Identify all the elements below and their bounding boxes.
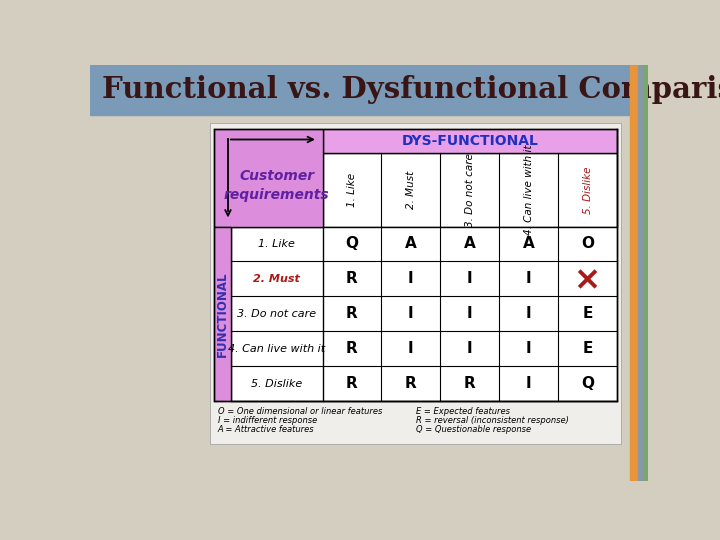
Text: 3. Do not care: 3. Do not care [237,309,316,319]
Text: R: R [346,376,358,392]
Text: A: A [464,237,476,252]
Text: A = Attractive features: A = Attractive features [218,426,315,434]
Text: 5. Dislike: 5. Dislike [582,166,593,214]
Text: O = One dimensional or linear features: O = One dimensional or linear features [218,407,382,416]
Text: 4. Can live with it: 4. Can live with it [228,344,325,354]
Text: I: I [408,341,414,356]
Text: 2. Must: 2. Must [253,274,300,284]
Text: 1. Like: 1. Like [347,173,357,207]
Text: O: O [581,237,594,252]
Text: I: I [467,272,472,286]
Text: DYS-FUNCTIONAL: DYS-FUNCTIONAL [401,134,538,148]
Text: I: I [526,376,531,392]
Bar [323,129,617,153]
Bar [231,226,617,401]
Text: I: I [467,341,472,356]
Text: I: I [526,272,531,286]
Text: R: R [346,306,358,321]
Bar [214,129,323,226]
Bar [644,65,648,481]
Text: E: E [582,306,593,321]
Text: 4. Can live with it: 4. Can live with it [523,145,534,235]
Text: 3. Do not care: 3. Do not care [464,153,474,227]
Text: Q: Q [581,376,594,392]
Text: 5. Dislike: 5. Dislike [251,379,302,389]
Text: A: A [523,237,534,252]
Text: I = indifferent response: I = indifferent response [218,416,317,425]
Text: A: A [405,237,417,252]
Text: Functional vs. Dysfunctional Comparison: Functional vs. Dysfunctional Comparison [102,75,720,104]
Text: R: R [346,272,358,286]
Text: 1. Like: 1. Like [258,239,295,249]
Text: R: R [464,376,476,392]
Text: Q: Q [346,237,359,252]
Bar [214,226,231,401]
Text: Customer
requirements: Customer requirements [224,169,330,201]
Text: R = reversal (inconsistent response): R = reversal (inconsistent response) [415,416,568,425]
Text: 2. Must: 2. Must [406,171,416,209]
Bar [90,65,630,115]
Text: I: I [408,306,414,321]
Text: Q = Questionable response: Q = Questionable response [415,426,531,434]
Text: E = Expected features: E = Expected features [415,407,510,416]
Bar [638,65,644,481]
Text: I: I [467,306,472,321]
Text: I: I [526,306,531,321]
Text: R: R [346,341,358,356]
Bar [210,123,621,444]
Text: FUNCTIONAL: FUNCTIONAL [216,271,229,356]
Text: I: I [526,341,531,356]
Bar [630,65,638,481]
Text: E: E [582,341,593,356]
Text: R: R [405,376,417,392]
Bar [323,153,617,226]
Text: I: I [408,272,414,286]
